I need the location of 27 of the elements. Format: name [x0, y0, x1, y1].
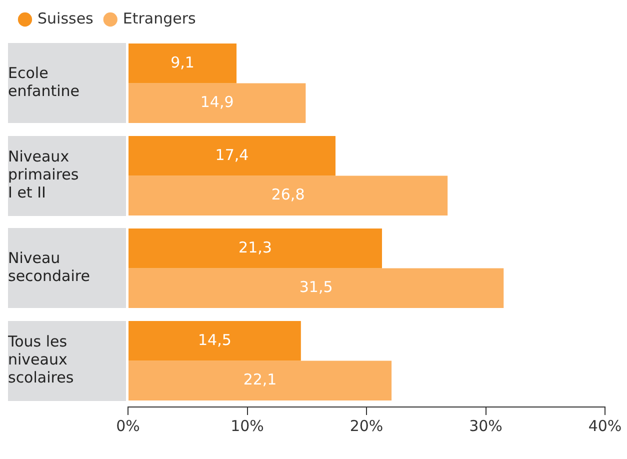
y-tick-label: Niveaux primaires I et II	[8, 148, 79, 202]
bar	[128, 268, 504, 308]
legend-label: Etrangers	[122, 9, 196, 28]
data-label: 17,4	[215, 146, 249, 164]
data-label: 14,5	[198, 330, 232, 349]
data-label: 26,8	[271, 186, 305, 204]
x-tick-label: 10%	[230, 416, 264, 435]
data-label: 31,5	[299, 278, 333, 296]
bar	[128, 43, 237, 84]
legend-label: Suisses	[38, 9, 94, 28]
x-tick-label: 20%	[350, 416, 384, 435]
y-tick-label: Ecole enfantine	[8, 64, 80, 100]
x-tick-label: 30%	[469, 416, 502, 435]
bar	[128, 83, 306, 124]
x-tick-label: 40%	[588, 416, 622, 435]
y-tick-label: Niveau secondaire	[8, 249, 90, 286]
data-label: 22,1	[243, 370, 277, 389]
y-tick-label: Tous les niveaux scolaires	[7, 332, 74, 387]
bar	[128, 228, 382, 268]
bar	[128, 320, 301, 361]
bar	[128, 176, 448, 216]
data-label: 21,3	[238, 238, 272, 256]
bar	[128, 136, 336, 176]
x-tick-label: 0%	[116, 416, 140, 435]
data-label: 9,1	[170, 53, 194, 72]
bar	[128, 360, 392, 401]
data-label: 14,9	[200, 93, 234, 112]
